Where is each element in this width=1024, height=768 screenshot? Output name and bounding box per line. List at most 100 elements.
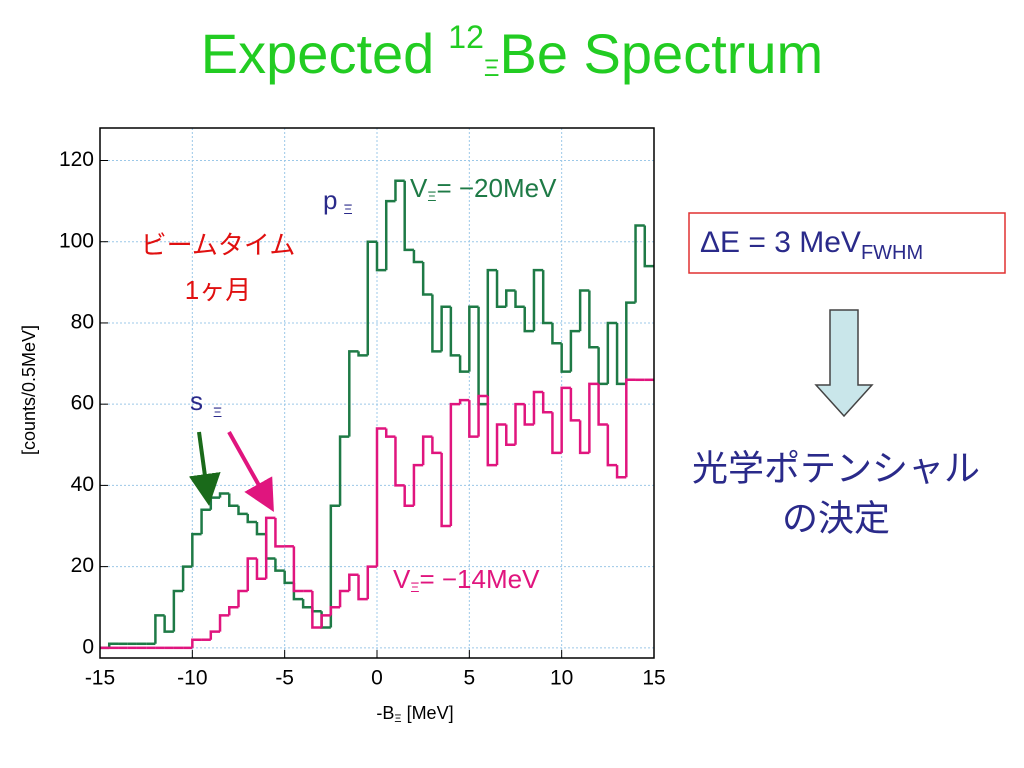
s-arrow-green <box>188 431 221 506</box>
p-main: p <box>323 185 337 215</box>
histogram-step <box>228 493 239 507</box>
histogram-step <box>449 402 461 527</box>
y-tick-label: 120 <box>59 148 94 171</box>
histogram-step <box>523 306 534 333</box>
histogram-step <box>191 638 202 648</box>
histogram-step <box>209 630 221 640</box>
resolution-box <box>688 212 1006 274</box>
title-mass: 12 <box>448 19 484 55</box>
series-label-main: V <box>410 173 428 203</box>
histogram-step <box>468 400 479 438</box>
title-prefix: Expected <box>201 22 435 85</box>
histogram-step <box>264 516 276 579</box>
histogram-step <box>458 355 470 373</box>
plot: 0 20 40 60 80 100 120 -15 -10 -5 0 5 10 15 <box>59 128 666 690</box>
histogram-step <box>329 605 341 616</box>
histogram-step <box>588 382 599 453</box>
histogram-step <box>366 565 377 600</box>
histogram-step <box>486 268 498 405</box>
histogram-step <box>569 329 581 372</box>
histogram-step <box>514 290 525 308</box>
histogram-step <box>338 589 350 608</box>
x-axis-label: -BΞ [MeV] <box>376 703 453 725</box>
beam-time: ビームタイム <box>141 230 296 260</box>
s-main: s <box>190 386 203 416</box>
histogram-step <box>505 289 516 307</box>
histogram-step <box>412 463 424 506</box>
histogram-step <box>154 614 165 644</box>
histogram-step <box>578 289 590 332</box>
histogram-step <box>311 590 322 629</box>
histogram-step <box>191 532 202 567</box>
histogram-step <box>625 378 636 478</box>
series-label-rest: = −20MeV <box>436 173 557 203</box>
histogram-step <box>200 508 211 535</box>
histogram-step <box>320 611 331 629</box>
p-sub: Ξ <box>343 201 352 217</box>
s-arrow-pink <box>227 431 274 512</box>
histogram-step <box>523 404 534 426</box>
histogram-step <box>209 496 221 510</box>
histogram-step <box>431 436 442 455</box>
y-tick-label: 40 <box>71 473 94 496</box>
title-nucleus: Be Spectrum <box>500 22 824 85</box>
resolution: ΔE = 3 MeVFWHM <box>700 226 923 264</box>
histogram-step <box>357 574 368 601</box>
histogram-step <box>357 351 368 357</box>
histogram-step <box>468 305 479 372</box>
histogram-step <box>412 249 424 264</box>
histogram-step <box>338 435 350 506</box>
histogram-step <box>218 614 230 632</box>
series-label-rest: = −14MeV <box>419 564 540 594</box>
series-label: VΞ= −20MeV <box>410 173 557 204</box>
histogram-step <box>597 347 608 386</box>
y-tick-label: 80 <box>71 310 94 333</box>
histogram-step <box>218 492 230 498</box>
histogram-step <box>421 435 433 466</box>
histogram-step <box>514 402 525 445</box>
histogram-step <box>301 599 313 609</box>
xlabel-main: -B <box>376 703 394 723</box>
conclusion-line1: 光学ポテンシャル <box>692 448 980 489</box>
histogram-step <box>264 534 276 560</box>
xlabel-sub: Ξ <box>394 713 401 725</box>
histogram-step <box>643 225 654 268</box>
histogram-step <box>551 412 562 455</box>
histogram-step <box>477 306 488 406</box>
histogram-step <box>255 558 267 581</box>
x-tick-label: 15 <box>642 667 665 690</box>
histogram-step <box>274 558 285 572</box>
histogram-step <box>163 615 174 633</box>
histogram-step <box>384 428 396 438</box>
x-tick-label: 0 <box>371 667 383 690</box>
histogram-step <box>320 614 331 628</box>
resolution-sub: FWHM <box>861 242 923 264</box>
histogram-step <box>458 398 470 405</box>
histogram-step <box>569 387 581 422</box>
histogram-step <box>394 179 405 202</box>
series-label: VΞ= −14MeV <box>393 564 540 595</box>
histogram-step <box>625 301 636 384</box>
histogram-step <box>551 322 562 345</box>
histogram-step <box>560 386 571 453</box>
series-label-sub: Ξ <box>410 579 419 595</box>
x-tick-label: -15 <box>85 667 115 690</box>
histogram-step <box>403 180 414 252</box>
histogram-step <box>246 513 257 524</box>
histogram-step <box>384 199 396 271</box>
histogram-step <box>560 343 571 373</box>
histogram-step <box>606 321 618 384</box>
x-tick-label: -5 <box>275 667 294 690</box>
histogram-step <box>348 350 359 437</box>
histogram-step <box>597 383 608 426</box>
histogram-step <box>255 521 267 536</box>
y-tick-label: 60 <box>71 392 94 415</box>
histogram-step <box>532 390 544 425</box>
histogram-step <box>181 565 193 591</box>
histogram-step <box>532 268 544 332</box>
histogram-step <box>578 420 590 455</box>
y-tick-label: 20 <box>71 554 94 577</box>
